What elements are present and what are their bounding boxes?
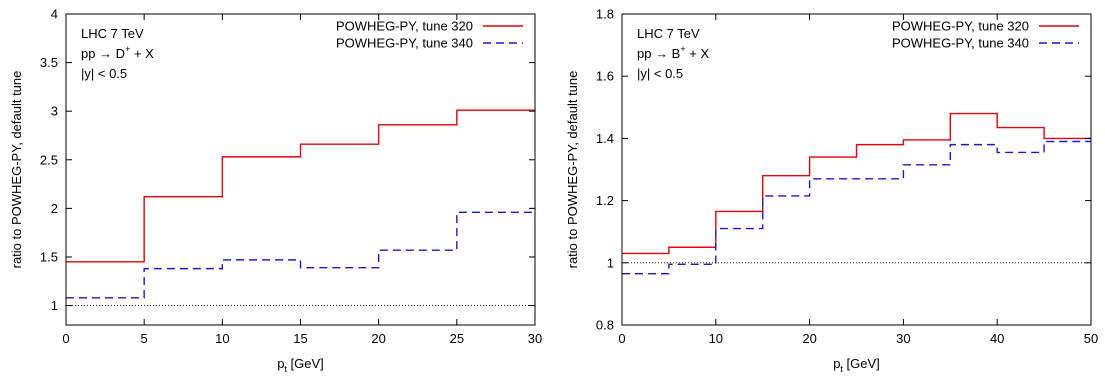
process-annotation: LHC 7 TeV pp → B+ + X |y| < 0.5 <box>637 26 709 81</box>
annotation-process: pp → B+ + X <box>637 44 709 61</box>
plot-area <box>66 109 535 306</box>
legend-label-tune-340: POWHEG-PY, tune 340 <box>336 36 473 51</box>
y-tick-label: 1.4 <box>596 131 614 146</box>
y-axis-label: ratio to POWHEG-PY, default tune <box>565 71 580 269</box>
x-tick-label: 15 <box>293 331 307 346</box>
series-line-tune-340 <box>622 140 1091 275</box>
plot-frame <box>65 13 536 326</box>
x-tick-label: 40 <box>990 331 1004 346</box>
y-axis-label: ratio to POWHEG-PY, default tune <box>9 71 24 269</box>
legend: POWHEG-PY, tune 320 POWHEG-PY, tune 340 <box>336 19 523 51</box>
annotation-rapidity: |y| < 0.5 <box>637 66 683 81</box>
annotation-energy: LHC 7 TeV <box>81 26 144 41</box>
x-tick-label: 20 <box>371 331 385 346</box>
x-tick-label: 30 <box>528 331 542 346</box>
y-tick-label: 1.8 <box>596 7 614 22</box>
plot-area <box>622 112 1091 275</box>
legend-label-tune-340: POWHEG-PY, tune 340 <box>892 36 1029 51</box>
y-tick-label: 1.6 <box>596 69 614 84</box>
x-axis-label: pt [GeV] <box>833 356 880 374</box>
x-tick-label: 20 <box>802 331 816 346</box>
axis-ticks: 0 10 20 30 40 50 0.8 1 1.2 1.4 1.6 1.8 <box>596 7 1098 347</box>
series-line-tune-320 <box>622 112 1091 255</box>
x-tick-label: 0 <box>618 331 625 346</box>
y-tick-label: 4 <box>51 7 58 22</box>
chart-d-meson: 0 5 10 15 20 25 30 1 1.5 2 2.5 3 3.5 4 LHC 7 TeV pp →… <box>9 7 542 375</box>
x-tick-label: 30 <box>896 331 910 346</box>
legend: POWHEG-PY, tune 320 POWHEG-PY, tune 340 <box>892 19 1079 51</box>
series-line-tune-340 <box>66 211 535 299</box>
y-tick-label: 1.2 <box>596 193 614 208</box>
chart-b-meson: 0 10 20 30 40 50 0.8 1 1.2 1.4 1.6 1.8 LHC 7 TeV pp… <box>565 7 1098 375</box>
series-line-tune-320 <box>66 109 535 263</box>
y-tick-label: 3.5 <box>40 55 58 70</box>
y-tick-label: 1.5 <box>40 249 58 264</box>
plot-frame <box>621 13 1092 326</box>
x-tick-label: 0 <box>62 331 69 346</box>
annotation-process: pp → D+ + X <box>81 44 154 61</box>
y-tick-label: 0.8 <box>596 318 614 333</box>
legend-label-tune-320: POWHEG-PY, tune 320 <box>892 19 1029 34</box>
x-tick-label: 50 <box>1084 331 1098 346</box>
x-axis-label: pt [GeV] <box>277 356 324 374</box>
y-tick-label: 2 <box>51 201 58 216</box>
y-tick-label: 1 <box>51 298 58 313</box>
x-tick-label: 10 <box>709 331 723 346</box>
y-tick-label: 1 <box>607 255 614 270</box>
x-tick-label: 5 <box>141 331 148 346</box>
x-tick-label: 25 <box>450 331 464 346</box>
legend-label-tune-320: POWHEG-PY, tune 320 <box>336 19 473 34</box>
annotation-rapidity: |y| < 0.5 <box>81 66 127 81</box>
axis-ticks: 0 5 10 15 20 25 30 1 1.5 2 2.5 3 3.5 4 <box>40 7 542 347</box>
annotation-energy: LHC 7 TeV <box>637 26 700 41</box>
process-annotation: LHC 7 TeV pp → D+ + X |y| < 0.5 <box>81 26 154 81</box>
y-tick-label: 2.5 <box>40 152 58 167</box>
y-tick-label: 3 <box>51 104 58 119</box>
x-tick-label: 10 <box>215 331 229 346</box>
